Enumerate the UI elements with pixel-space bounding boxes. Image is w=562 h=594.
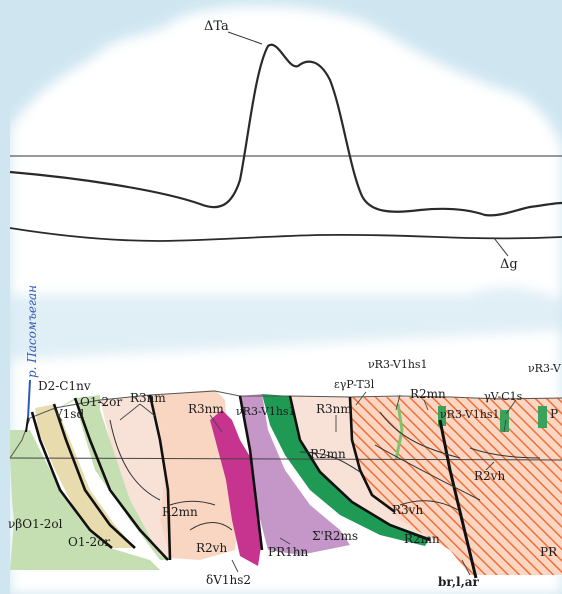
leader-vr3-c: [503, 419, 507, 433]
label-vr3v1hs1-a: νR3-V1hs1: [236, 405, 296, 418]
label-brlar: br,l,ar: [438, 575, 480, 589]
leader-eyp: [355, 391, 367, 406]
magnetic-leader-line: [227, 31, 263, 45]
section-baseline: [9, 457, 562, 461]
label-vr3v1hs1-b: νR3-V1hs1: [368, 358, 428, 371]
label-r2mn-b: R2mn: [310, 447, 346, 461]
label-o12or-bottom: O1-2or: [68, 535, 110, 549]
magnetic-label: ΔTa: [204, 19, 229, 34]
leader-r3nm-b: [209, 414, 223, 433]
leader-pr1hn: [279, 537, 291, 545]
fault-7: [348, 396, 396, 514]
contact-5: [379, 411, 461, 459]
label-r2vh-a: R2vh: [196, 541, 227, 555]
fault-4: [148, 394, 172, 561]
label-r2vh-b: R2vh: [474, 469, 505, 483]
unit-lilac: [240, 394, 350, 555]
label-pr1hn: PR1hn: [268, 545, 308, 559]
dike-1: [438, 406, 446, 426]
gravity-label: Δg: [500, 257, 518, 272]
leader-v1sd: [53, 407, 63, 422]
contact-3: [189, 522, 233, 531]
contact-6: [399, 500, 459, 511]
unit-hatched-orange: [350, 397, 562, 575]
label-v1sd: V1sd: [53, 407, 84, 421]
contact-4: [299, 451, 361, 473]
label-d2c1nv: D2-C1nv: [38, 379, 91, 393]
label-r3nm-a: R3nm: [130, 391, 166, 405]
unit-dark-green: [262, 394, 430, 546]
label-p-cut: P: [550, 407, 558, 421]
label-r3vh: R3vh: [392, 503, 423, 517]
label-dv1hs2: δV1hs2: [206, 573, 251, 587]
profile-line-dark: [25, 417, 29, 433]
fault-2: [52, 403, 136, 549]
fault-3: [73, 397, 169, 561]
leader-brlar: [461, 559, 471, 576]
profile-line: [27, 379, 31, 419]
dike-3: [538, 406, 547, 428]
label-r3nm-b: R3nm: [188, 402, 224, 416]
geophysical-graph: ΔTa Δg: [9, 19, 562, 272]
unit-pink-mid: [290, 396, 430, 538]
fault-5: [238, 395, 264, 551]
fault-8: [438, 419, 478, 579]
contact-8: [374, 444, 481, 501]
label-o12or-top: O1-2or: [80, 395, 122, 409]
leader-r2mn-a: [423, 399, 429, 411]
label-r2mn-d: R2mn: [404, 532, 440, 546]
label-vbo12ol: νβO1-2ol: [8, 517, 63, 531]
label-r2mn-c: R2mn: [162, 505, 198, 519]
label-vr3v1hs1-c: νR3-V1hs1: [440, 408, 500, 421]
gravity-anomaly-curve: [9, 227, 562, 242]
dike-green-thin: [394, 403, 404, 461]
unit-green: [10, 430, 160, 570]
contact-7: [469, 447, 541, 459]
gravity-leader-line: [493, 237, 509, 257]
dike-2: [500, 410, 509, 432]
contact-1: [109, 419, 161, 501]
leader-yvc1s: [505, 399, 517, 415]
leader-dv1: [231, 559, 239, 573]
label-sr2ms: Σ'R2ms: [312, 529, 358, 543]
magnetic-anomaly-curve: [9, 43, 562, 217]
fault-6: [288, 395, 431, 542]
unit-tan: [35, 404, 135, 548]
leader-o12or: [97, 399, 107, 407]
leader-r3nm-a: [119, 403, 156, 421]
unit-magenta: [210, 410, 262, 566]
leader-r2vh-b: [485, 461, 495, 471]
fault-1: [30, 411, 113, 550]
label-pr-cut: PR: [540, 545, 558, 559]
label-yvc1s: γV-C1s: [484, 390, 523, 403]
geological-section: р. Пасомъеган D2-C1nv V1sd O1-2or R3nm R…: [8, 285, 562, 589]
label-r3nm-c: R3nm: [316, 402, 352, 416]
label-eyp-t3l: εγP-T3l: [334, 378, 375, 391]
unit-pink-left: [100, 395, 170, 558]
profile-label: р. Пасомъеган: [25, 285, 39, 378]
contact-2: [169, 500, 216, 506]
leader-vr3-b: [395, 394, 401, 411]
label-r2mn-a: R2mn: [410, 387, 446, 401]
left-strip: [0, 0, 10, 594]
label-vr3v-cut: νR3-V: [528, 362, 562, 375]
